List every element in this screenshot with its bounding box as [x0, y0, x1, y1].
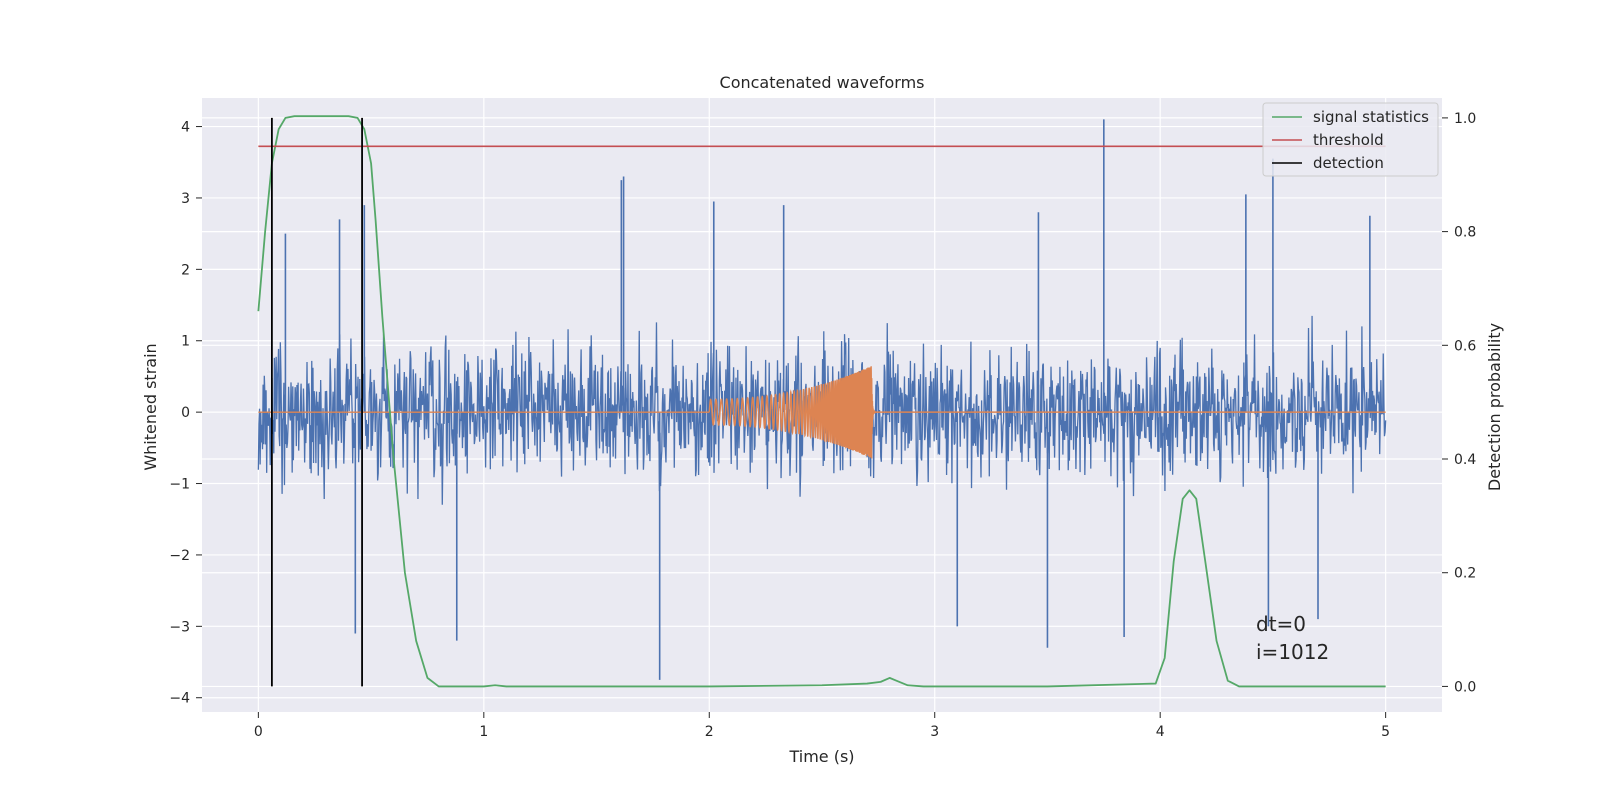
legend-label-detection: detection [1313, 154, 1384, 172]
legend-box [1262, 102, 1439, 177]
y2-tick-label: 0.0 [1454, 679, 1476, 695]
legend: signal statistics threshold detection [1262, 102, 1439, 177]
chart-title: Concatenated waveforms [720, 73, 925, 92]
y2-axis-ticks: 1.0 0.8 0.6 0.4 0.2 0.0 [1442, 111, 1476, 695]
y-tick-label: −1 [169, 477, 190, 493]
x-tick-label: 3 [930, 724, 939, 740]
y-tick-label: 4 [181, 120, 190, 136]
y2-tick-label: 0.4 [1454, 452, 1476, 468]
y-tick-label: 0 [181, 405, 190, 421]
y-axis-ticks: 4 3 2 1 0 −1 −2 −3 −4 [169, 120, 202, 707]
x-tick-label: 0 [254, 724, 263, 740]
legend-label-signal-statistics: signal statistics [1313, 108, 1429, 126]
y-tick-label: −4 [169, 691, 190, 707]
x-tick-label: 4 [1156, 724, 1165, 740]
annotation-dt: dt=0 [1256, 612, 1306, 636]
y2-tick-label: 0.6 [1454, 338, 1476, 354]
chirp-line [258, 366, 1386, 459]
x-axis-ticks: 0 1 2 3 4 5 [254, 712, 1390, 740]
y-tick-label: −3 [169, 619, 190, 635]
y2-axis-title: Detection probability [1485, 323, 1504, 491]
signal-statistics-line [257, 115, 1386, 688]
x-tick-label: 2 [705, 724, 714, 740]
x-tick-label: 5 [1381, 724, 1390, 740]
x-axis-title: Time (s) [788, 747, 854, 766]
y2-tick-label: 1.0 [1454, 111, 1476, 127]
y-tick-label: 2 [181, 262, 190, 278]
signal-statistics-series [257, 115, 1386, 688]
legend-label-threshold: threshold [1313, 131, 1384, 149]
y-tick-label: 1 [181, 334, 190, 350]
detection-series [270, 117, 363, 687]
y2-tick-label: 0.2 [1454, 566, 1476, 582]
y-axis-title: Whitened strain [141, 343, 160, 470]
y-tick-label: 3 [181, 191, 190, 207]
annotation-index: i=1012 [1256, 640, 1329, 664]
injected-chirp-series [258, 366, 1386, 459]
y-tick-label: −2 [169, 548, 190, 564]
x-tick-label: 1 [479, 724, 488, 740]
y2-tick-label: 0.8 [1454, 225, 1476, 241]
